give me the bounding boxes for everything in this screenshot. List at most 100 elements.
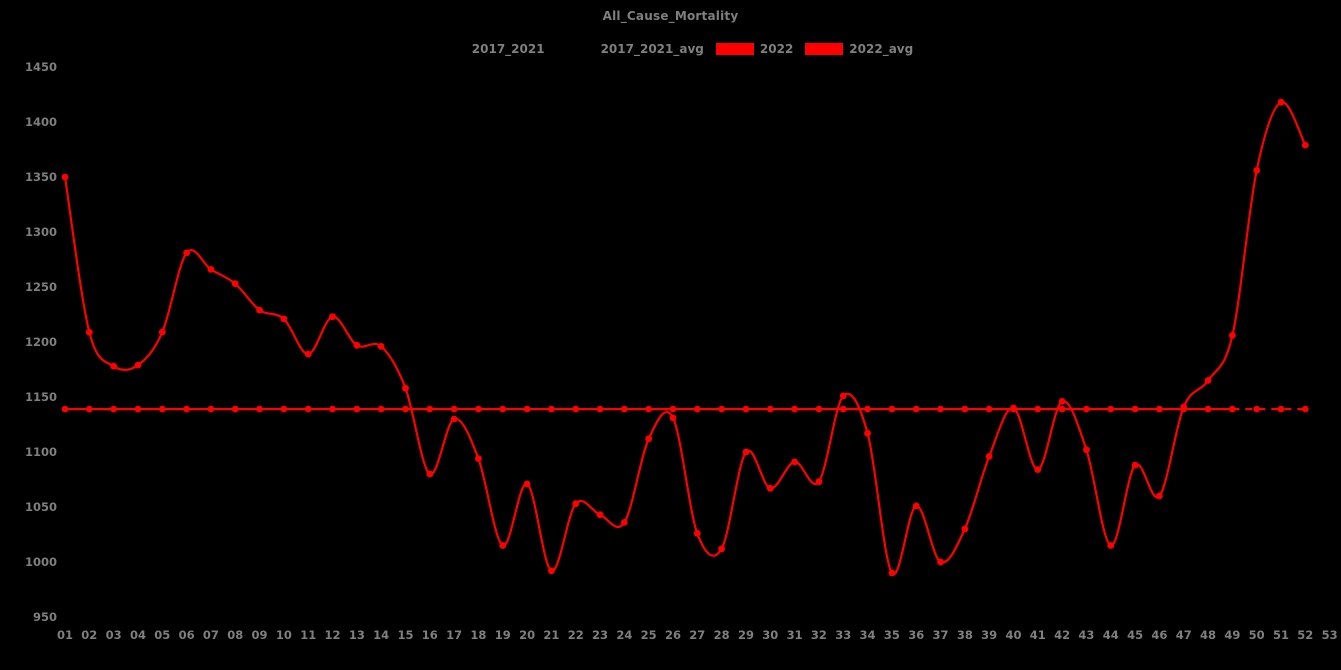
data-point-marker: [693, 530, 701, 537]
data-point-marker: [329, 313, 336, 321]
x-tick-label: 23: [592, 628, 608, 642]
avg-point-marker: [158, 405, 166, 413]
avg-point-marker: [207, 405, 215, 413]
x-tick-label: 43: [1078, 628, 1094, 642]
x-tick-label: 40: [1005, 628, 1021, 642]
avg-point-marker: [864, 405, 871, 413]
data-point-marker: [572, 500, 580, 508]
data-point-marker: [304, 350, 312, 358]
avg-point-marker: [961, 405, 969, 413]
avg-point-marker: [596, 405, 604, 413]
x-tick-label: 42: [1054, 628, 1070, 642]
x-tick-label: 09: [252, 628, 268, 642]
data-point-marker: [1107, 542, 1115, 549]
avg-point-marker: [134, 405, 142, 413]
data-point-marker: [1277, 98, 1285, 106]
x-tick-label: 16: [422, 628, 438, 642]
data-point-marker: [1058, 398, 1066, 405]
y-tick-label: 1300: [25, 225, 57, 239]
data-point-marker: [1131, 461, 1139, 469]
x-tick-label: 21: [543, 628, 559, 642]
legend-item-2022-avg: 2022_avg: [805, 42, 913, 56]
x-tick-label: 50: [1249, 628, 1265, 642]
data-point-marker: [1204, 377, 1212, 384]
x-tick-label: 37: [933, 628, 949, 642]
data-point-marker: [620, 519, 628, 526]
avg-point-marker: [353, 405, 361, 413]
avg-point-marker: [912, 405, 920, 413]
data-point-marker: [158, 328, 166, 336]
avg-point-marker: [1058, 405, 1066, 413]
avg-point-marker: [985, 405, 993, 413]
avg-point-marker: [888, 405, 896, 413]
data-point-marker: [280, 315, 288, 323]
x-tick-label: 49: [1224, 628, 1240, 642]
avg-point-marker: [669, 405, 677, 413]
avg-point-marker: [426, 405, 434, 413]
x-tick-label: 46: [1151, 628, 1167, 642]
x-tick-label: 33: [835, 628, 851, 642]
legend-swatch-2022-icon: [715, 43, 754, 55]
legend-label-2017-2021: 2017_2021: [471, 42, 545, 56]
avg-point-marker: [450, 405, 458, 413]
data-point-marker: [985, 453, 993, 460]
legend-label-2022: 2022: [759, 42, 794, 56]
data-point-marker: [961, 525, 969, 533]
x-tick-label: 31: [787, 628, 803, 642]
x-tick-label: 12: [325, 628, 341, 642]
data-point-marker: [669, 414, 677, 422]
data-point-marker: [207, 266, 215, 273]
data-point-marker: [377, 343, 385, 350]
avg-point-marker: [621, 405, 628, 413]
y-tick-label: 1450: [25, 60, 57, 74]
data-point-marker: [110, 362, 118, 370]
avg-point-marker: [1083, 405, 1090, 413]
data-point-marker: [61, 173, 69, 181]
x-tick-label: 34: [860, 628, 876, 642]
data-point-marker: [450, 415, 458, 423]
legend-swatch-2022-avg-icon: [805, 43, 844, 55]
legend-label-2017-2021-avg: 2017_2021_avg: [600, 42, 704, 56]
avg-point-marker: [1229, 405, 1236, 413]
avg-point-marker: [548, 405, 555, 413]
data-point-marker: [1228, 332, 1236, 339]
avg-point-marker: [231, 405, 239, 413]
x-tick-label: 07: [203, 628, 219, 642]
y-tick-label: 1400: [25, 115, 57, 129]
data-point-marker: [937, 558, 944, 566]
x-tick-label: 15: [397, 628, 413, 642]
x-tick-label: 52: [1297, 628, 1313, 642]
data-point-marker: [1253, 167, 1261, 174]
avg-point-marker: [1107, 405, 1115, 413]
legend-item-2017-2021-avg: 2017_2021_avg: [556, 42, 704, 56]
x-tick-label: 17: [446, 628, 462, 642]
x-tick-label: 35: [884, 628, 900, 642]
legend-item-2022: 2022: [715, 42, 794, 56]
data-point-marker: [1010, 404, 1017, 412]
data-point-marker: [1156, 492, 1163, 500]
avg-point-marker: [839, 405, 847, 413]
data-point-marker: [888, 569, 896, 577]
avg-point-marker: [183, 405, 190, 413]
avg-point-marker: [110, 405, 117, 413]
x-tick-label: 19: [495, 628, 511, 642]
avg-point-marker: [1204, 405, 1212, 413]
x-tick-label: 53: [1322, 628, 1338, 642]
y-tick-label: 950: [33, 610, 57, 624]
x-tick-label: 02: [81, 628, 97, 642]
avg-point-marker: [475, 405, 482, 413]
y-tick-label: 1050: [25, 500, 57, 514]
x-tick-label: 11: [300, 628, 316, 642]
avg-point-marker: [694, 405, 701, 413]
chart-legend: 2017_2021 2017_2021_avg 2022 2022_avg: [0, 42, 1341, 56]
data-point-marker: [596, 511, 604, 519]
x-tick-label: 30: [762, 628, 778, 642]
avg-point-marker: [766, 405, 774, 413]
data-point-marker: [864, 429, 871, 437]
x-tick-label: 14: [373, 628, 389, 642]
x-tick-label: 44: [1103, 628, 1119, 642]
avg-point-marker: [523, 405, 531, 413]
avg-point-marker: [815, 405, 823, 413]
data-point-marker: [231, 280, 239, 288]
